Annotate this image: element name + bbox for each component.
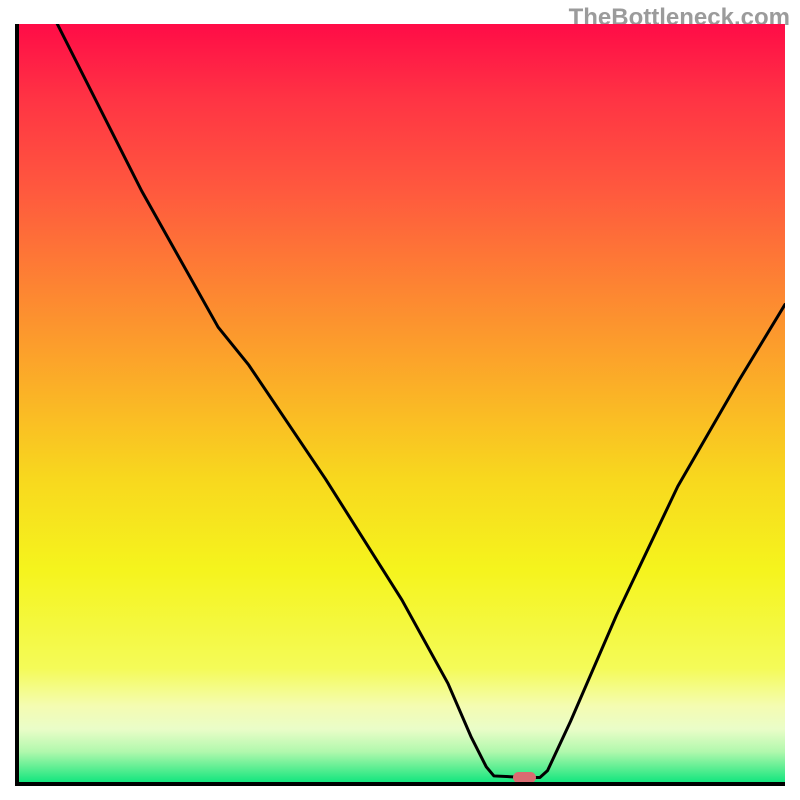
plot-area <box>15 24 785 786</box>
bottleneck-curve <box>19 24 785 782</box>
optimum-marker <box>513 772 536 783</box>
